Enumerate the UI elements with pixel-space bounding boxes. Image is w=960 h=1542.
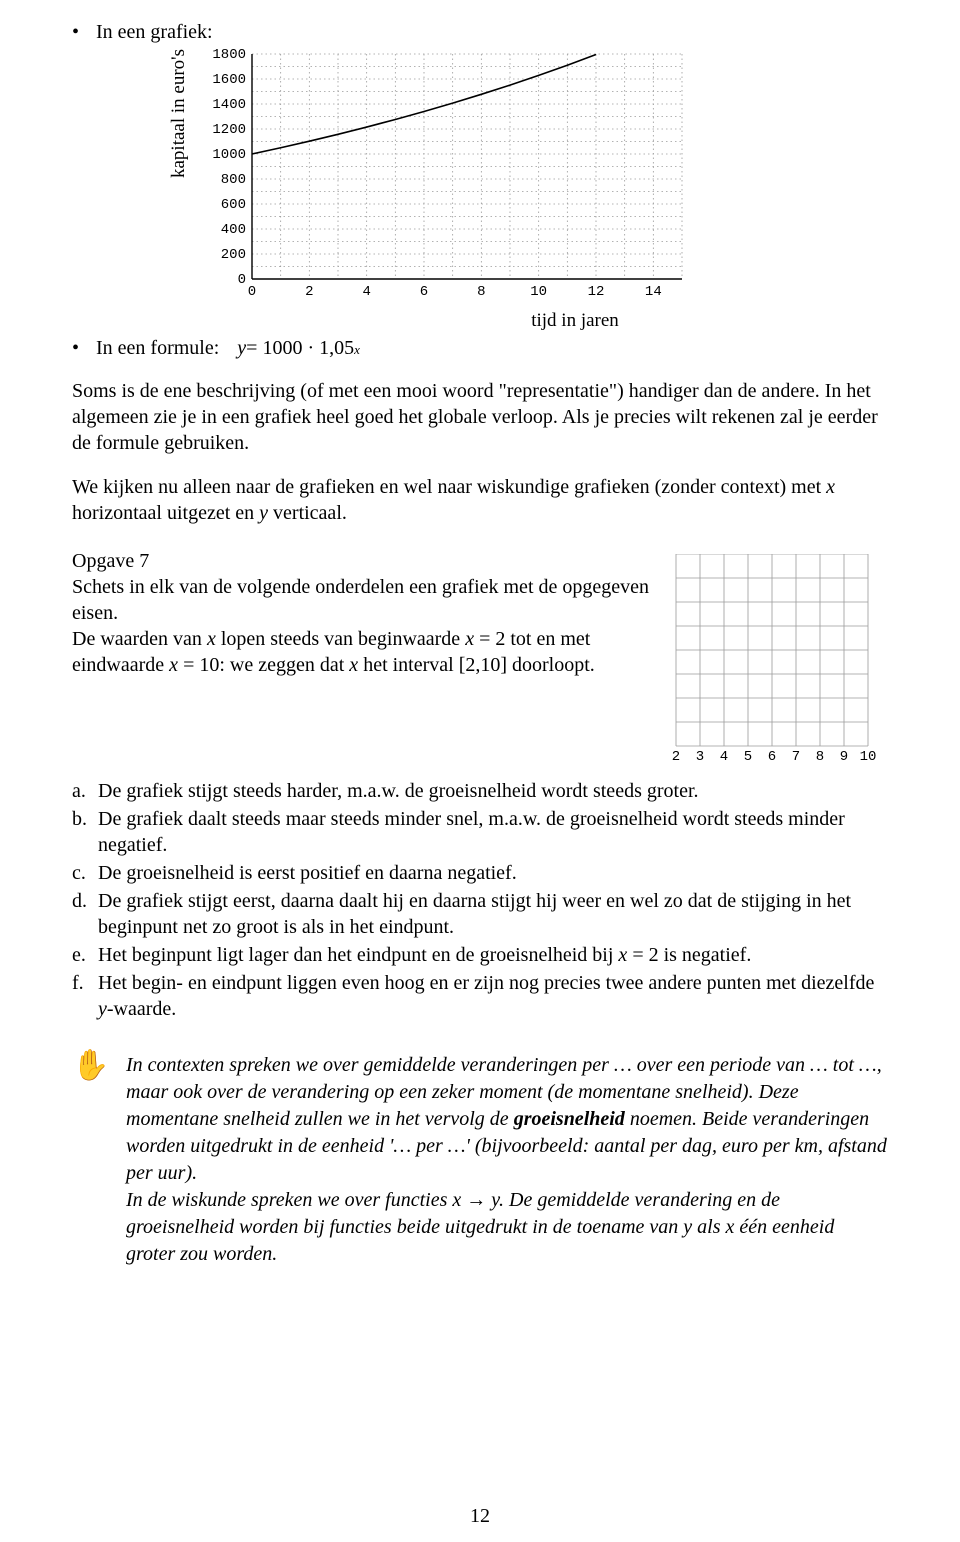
svg-text:1600: 1600 [212,72,246,88]
paragraph-representatie: Soms is de ene beschrijving (of met een … [72,378,888,456]
sub-item-letter: f. [72,970,98,1022]
formula-label: In een formule: [96,337,219,360]
opgave-7-body1: Schets in elk van de volgende onderdelen… [72,574,654,626]
formula-exponent: x [354,342,360,358]
svg-text:400: 400 [221,222,246,238]
page-number: 12 [0,1505,960,1528]
bullet-in-grafiek: • In een grafiek: [72,20,888,44]
mini-grid-chart: 2 3 4 5 6 7 8 9 10 [672,554,888,762]
svg-text:6: 6 [420,284,428,300]
svg-text:1000: 1000 [212,147,246,163]
opgave-7-body2: De waarden van x lopen steeds van beginw… [72,626,654,678]
hand-icon: ✋ [72,1052,126,1080]
svg-text:600: 600 [221,197,246,213]
svg-text:800: 800 [221,172,246,188]
svg-text:1400: 1400 [212,97,246,113]
hand-note-p1: In contexten spreken we over gemiddelde … [126,1052,888,1187]
sub-item-body: De groeisnelheid is eerst positief en da… [98,860,888,886]
svg-text:7: 7 [792,749,800,762]
sub-item-b: b.De grafiek daalt steeds maar steeds mi… [72,806,888,858]
svg-text:3: 3 [696,749,704,762]
sub-item-letter: e. [72,942,98,968]
hand-note-block: ✋ In contexten spreken we over gemiddeld… [72,1052,888,1268]
svg-text:9: 9 [840,749,848,762]
mini-grid-container: 2 3 4 5 6 7 8 9 10 [672,554,888,762]
formula-body: = 1000 · 1,05 [246,337,354,360]
sub-item-body: De grafiek stijgt steeds harder, m.a.w. … [98,778,888,804]
svg-text:12: 12 [588,284,605,300]
main-chart-container: kapitaal in euro's 024681012140200400600… [192,48,888,332]
sub-item-d: d.De grafiek stijgt eerst, daarna daalt … [72,888,888,940]
sub-item-f: f.Het begin- en eindpunt liggen even hoo… [72,970,888,1022]
svg-text:10: 10 [860,749,877,762]
opgave-7-block: Opgave 7 Schets in elk van de volgende o… [72,548,888,762]
opgave-sub-list: a.De grafiek stijgt steeds harder, m.a.w… [72,778,888,1022]
bullet-formula: • In een formule: y = 1000 · 1,05 x [72,336,888,360]
para2-y: y [259,502,268,524]
svg-text:5: 5 [744,749,752,762]
opgave-7-title: Opgave 7 [72,548,654,574]
svg-text:8: 8 [816,749,824,762]
svg-text:2: 2 [672,749,680,762]
hand-note-p2: In de wiskunde spreken we over functies … [126,1187,888,1268]
svg-text:4: 4 [720,749,728,762]
sub-item-letter: b. [72,806,98,858]
para2-x: x [826,476,835,498]
sub-item-letter: d. [72,888,98,940]
svg-text:8: 8 [477,284,485,300]
sub-item-body: De grafiek daalt steeds maar steeds mind… [98,806,888,858]
chart-y-axis-label: kapitaal in euro's [168,49,190,178]
sub-item-a: a.De grafiek stijgt steeds harder, m.a.w… [72,778,888,804]
para2-part-a: We kijken nu alleen naar de grafieken en… [72,476,826,498]
sub-item-c: c.De groeisnelheid is eerst positief en … [72,860,888,886]
svg-text:1200: 1200 [212,122,246,138]
svg-text:2: 2 [305,284,313,300]
formula-lhs: y [237,337,246,360]
sub-item-letter: a. [72,778,98,804]
svg-text:0: 0 [238,272,246,288]
svg-text:14: 14 [645,284,662,300]
sub-item-body: De grafiek stijgt eerst, daarna daalt hi… [98,888,888,940]
bullet-in-grafiek-label: In een grafiek: [96,20,213,44]
sub-item-body: Het beginpunt ligt lager dan het eindpun… [98,942,888,968]
sub-item-letter: c. [72,860,98,886]
capital-growth-chart: 0 2 4 6 8 10 12 14 0 200 400 600 800 1000 1200 1400 1600… [192,48,692,308]
para2-mid: horizontaal uitgezet en [72,502,259,524]
paragraph-wiskundige-grafieken: We kijken nu alleen naar de grafieken en… [72,474,888,526]
sub-item-body: Het begin- en eindpunt liggen even hoog … [98,970,888,1022]
chart-x-axis-label: tijd in jaren [262,310,888,332]
svg-text:0: 0 [248,284,256,300]
hand-note-text: In contexten spreken we over gemiddelde … [126,1052,888,1268]
bullet-dot-2: • [72,336,96,360]
svg-text:1800: 1800 [212,48,246,63]
svg-text:10: 10 [530,284,547,300]
svg-text:6: 6 [768,749,776,762]
para2-end: verticaal. [273,502,347,524]
svg-text:4: 4 [362,284,370,300]
svg-text:200: 200 [221,247,246,263]
sub-item-e: e.Het beginpunt ligt lager dan het eindp… [72,942,888,968]
bullet-dot: • [72,20,96,44]
opgave-7-text: Opgave 7 Schets in elk van de volgende o… [72,548,672,678]
